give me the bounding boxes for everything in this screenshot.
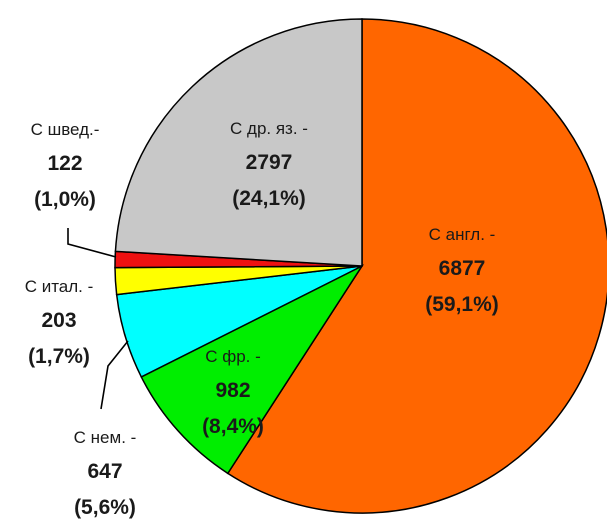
leader-line-swe (67, 228, 117, 258)
slice-label-oth: С др. яз. - 2797 (24,1%) (230, 119, 308, 210)
slice-value-swe: 122 (47, 152, 82, 175)
pie-slice-oth (114, 18, 363, 267)
pie-slices (114, 18, 607, 514)
leader-lines (67, 228, 129, 410)
slice-label-ger: С нем. - 647 (5,6%) (74, 428, 137, 519)
slice-value-ger: 647 (87, 460, 122, 483)
slice-label-ita: С итал. - 203 (1,7%) (25, 277, 94, 368)
slice-percent-swe: (1,0%) (34, 188, 96, 211)
slice-percent-fr: (8,4%) (202, 415, 264, 438)
slice-value-ita: 203 (41, 309, 76, 332)
slice-percent-ita: (1,7%) (28, 345, 90, 368)
slice-name-eng: С англ. - (429, 225, 496, 244)
slice-label-fr: С фр. - 982 (8,4%) (202, 347, 264, 438)
slice-name-oth: С др. яз. - (230, 119, 308, 138)
slice-value-eng: 6877 (439, 257, 486, 280)
leader-line-ger (100, 340, 129, 410)
slice-label-eng: С англ. - 6877 (59,1%) (425, 225, 499, 316)
slice-labels: С англ. - 6877 (59,1%) С фр. - 982 (8,4%) С не… (25, 119, 499, 519)
pie-slice-fr (140, 264, 365, 475)
slice-percent-ger: (5,6%) (74, 496, 136, 519)
slice-name-ger: С нем. - (74, 428, 137, 447)
slice-percent-eng: (59,1%) (425, 293, 499, 316)
pie-slice-eng (226, 18, 607, 514)
slice-name-fr: С фр. - (205, 347, 261, 366)
slice-label-swe: С швед.- 122 (1,0%) (31, 120, 100, 211)
slice-name-swe: С швед.- (31, 120, 100, 139)
slice-percent-oth: (24,1%) (232, 187, 306, 210)
slice-name-ita: С итал. - (25, 277, 94, 296)
slice-value-fr: 982 (215, 379, 250, 402)
slice-value-oth: 2797 (246, 151, 293, 174)
